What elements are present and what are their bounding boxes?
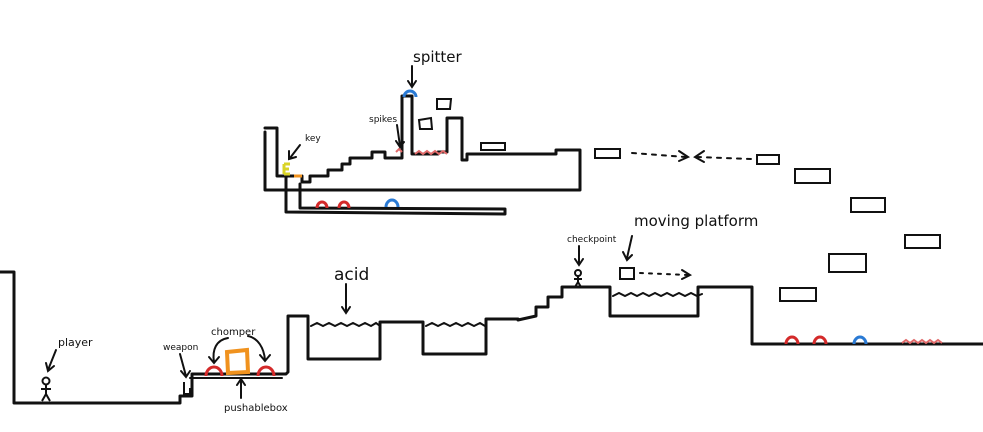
lower-ground xyxy=(0,270,983,405)
float-platform-4 xyxy=(904,234,941,249)
dashed-arrow-left-head xyxy=(693,150,705,163)
label-key: key xyxy=(305,134,321,144)
label-spitter: spitter xyxy=(413,48,462,66)
dashed-arrow-right xyxy=(631,152,687,158)
label-moving-platform: moving platform xyxy=(634,212,758,230)
moving-platform-block xyxy=(619,267,635,280)
arrow-acid xyxy=(341,283,351,315)
label-pushable-box: pushablebox xyxy=(224,403,288,414)
right-spitter xyxy=(852,335,868,345)
key-item xyxy=(282,162,290,176)
float-platform-2 xyxy=(794,168,831,184)
player-figure xyxy=(41,376,51,402)
arrow-chomper-right xyxy=(247,335,271,363)
label-chomper: chomper xyxy=(211,327,256,338)
label-checkpoint: checkpoint xyxy=(567,235,617,245)
acid-pool-2 xyxy=(425,321,486,328)
arrow-pushable-box xyxy=(236,377,246,399)
moving-platform-arrow-head xyxy=(681,269,693,280)
float-platform-1 xyxy=(756,154,780,165)
label-spikes: spikes xyxy=(369,115,397,125)
float-platform-6 xyxy=(779,287,817,302)
spitter xyxy=(402,89,418,98)
label-acid: acid xyxy=(334,265,369,285)
arrow-spitter xyxy=(407,65,417,89)
arrow-weapon xyxy=(179,353,191,379)
chomper-2 xyxy=(256,365,276,377)
spikes-small xyxy=(395,147,403,153)
checkpoint-figure xyxy=(574,269,582,288)
right-chomper-2 xyxy=(812,335,828,345)
label-weapon: weapon xyxy=(163,343,198,353)
label-player: player xyxy=(58,336,93,349)
acid-pool-1 xyxy=(310,321,381,328)
dashed-arrow-right-head xyxy=(678,150,691,162)
upper-chomper-1 xyxy=(315,200,329,209)
upper-chomper-2 xyxy=(337,200,351,209)
upper-block-4 xyxy=(594,148,621,159)
chomper-1 xyxy=(204,365,224,377)
upper-block-3 xyxy=(480,142,506,151)
dashed-arrow-left xyxy=(696,156,752,160)
arrow-spikes xyxy=(395,124,405,149)
arrow-player xyxy=(45,349,57,373)
pushable-box xyxy=(224,347,251,376)
arrow-checkpoint xyxy=(574,245,584,267)
acid-surface-3 xyxy=(612,291,703,298)
upper-corridor xyxy=(284,174,507,216)
upper-spitter xyxy=(384,198,400,208)
arrow-key xyxy=(288,144,301,161)
float-platform-3 xyxy=(850,197,886,213)
upper-block-1 xyxy=(436,98,453,110)
float-platform-5 xyxy=(828,253,867,273)
spikes-upper xyxy=(414,149,448,156)
weapon-item xyxy=(183,382,191,395)
upper-structure xyxy=(263,94,582,192)
arrow-moving-platform xyxy=(622,235,633,262)
upper-block-2 xyxy=(417,116,434,130)
moving-platform-arrow xyxy=(639,272,689,276)
arrow-chomper-left xyxy=(208,337,229,365)
right-spikes xyxy=(901,338,943,345)
right-chomper-1 xyxy=(784,335,800,345)
